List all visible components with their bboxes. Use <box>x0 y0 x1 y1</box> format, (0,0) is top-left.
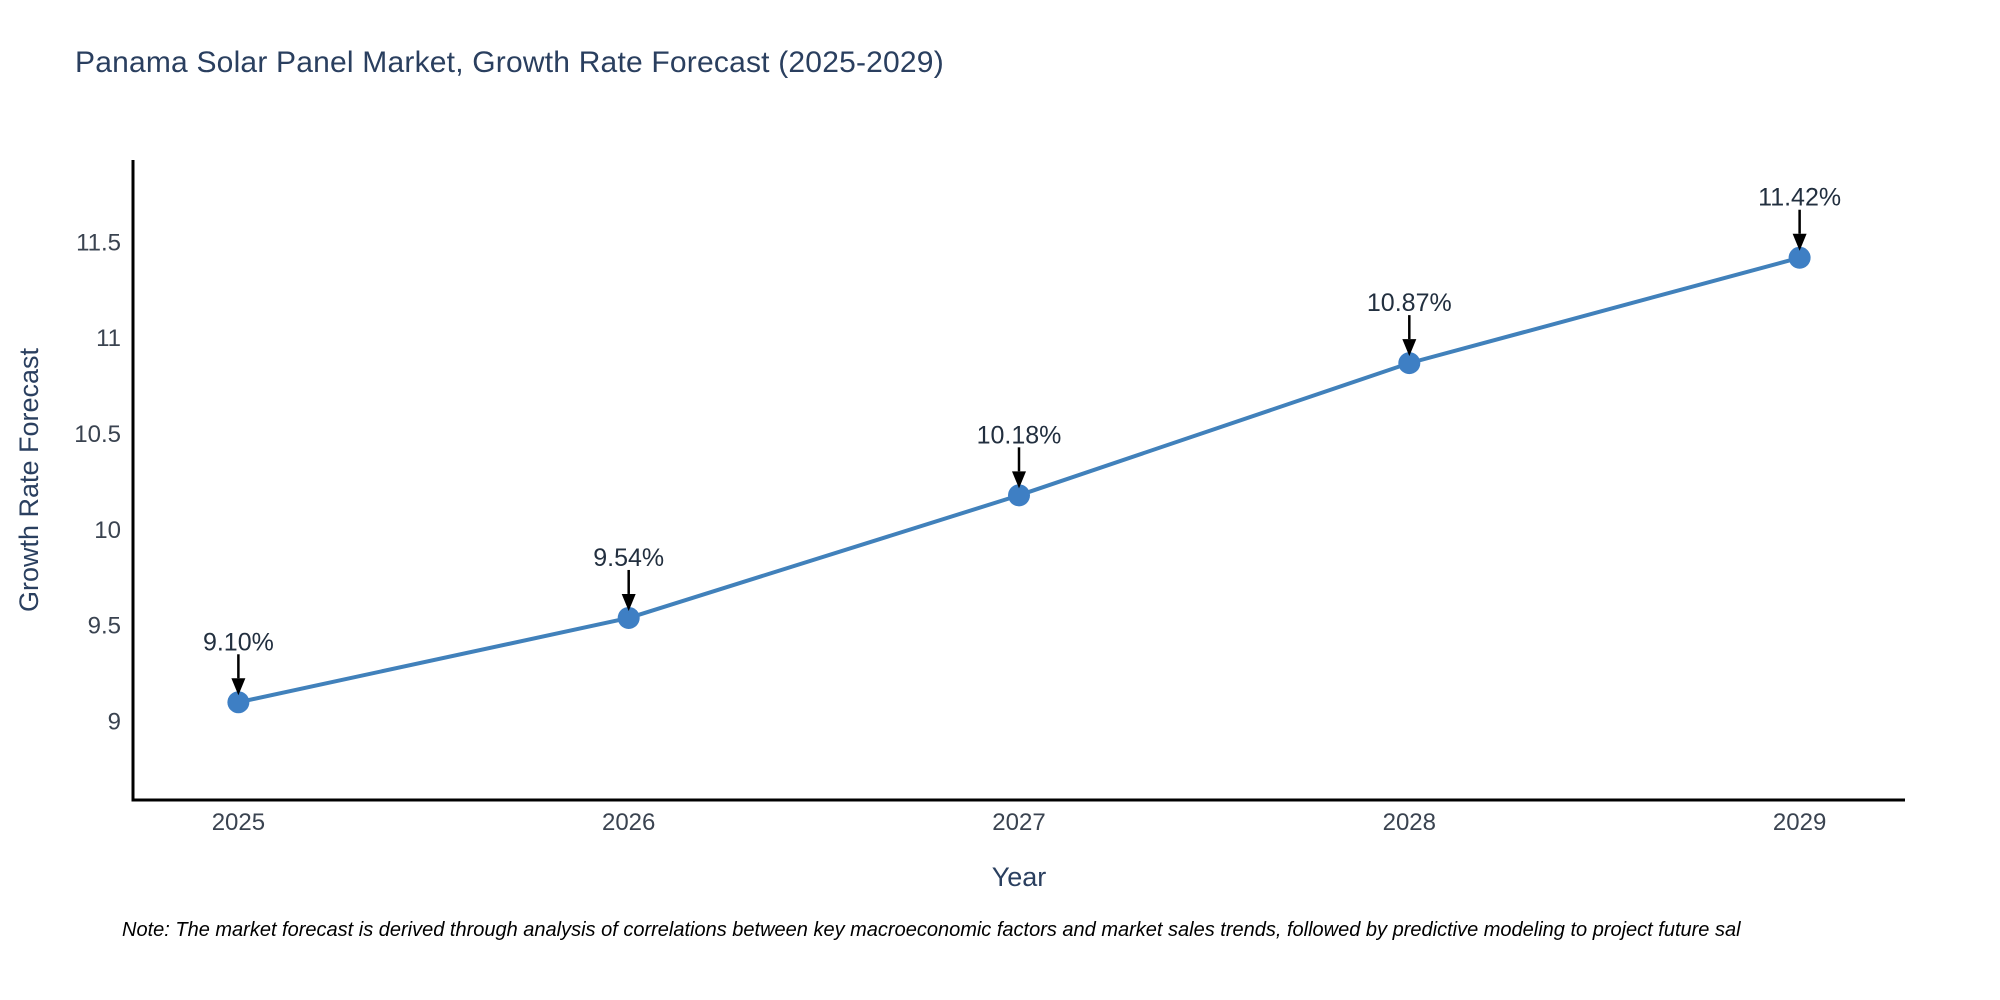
point-label: 10.18% <box>977 421 1062 449</box>
data-point[interactable] <box>1008 484 1030 507</box>
annotation-arrowhead <box>1012 471 1026 489</box>
x-tick-label: 2028 <box>1383 809 1436 836</box>
data-point[interactable] <box>1398 352 1421 375</box>
annotation-arrowhead <box>1402 339 1417 357</box>
x-tick-label: 2029 <box>1773 809 1826 836</box>
point-label: 9.10% <box>203 628 274 656</box>
series-growth-rate <box>227 246 1811 714</box>
data-point[interactable] <box>617 606 640 629</box>
y-tick-label: 9.5 <box>88 613 121 640</box>
y-tick-label: 11 <box>96 325 121 352</box>
footnote: Note: The market forecast is derived thr… <box>122 919 1741 941</box>
annotation-arrowhead <box>621 593 636 611</box>
annotation-arrowhead <box>231 678 246 696</box>
x-tick-label: 2025 <box>212 809 265 836</box>
data-point[interactable] <box>1788 246 1811 269</box>
point-annotations: 9.10% 9.54% 10.18% 10.87% 11.42% <box>203 184 1841 696</box>
y-axis-title: Growth Rate Forecast <box>14 347 44 612</box>
point-label: 11.42% <box>1758 184 1841 212</box>
x-tick-label: 2026 <box>602 809 655 836</box>
chart-title: Panama Solar Panel Market, Growth Rate F… <box>75 46 944 79</box>
x-axis-title: Year <box>992 862 1047 892</box>
point-label: 9.54% <box>593 544 664 572</box>
x-tick-label: 2027 <box>992 809 1045 836</box>
axis-ticks: 9 9.5 10 10.5 11 11.5 2025 2026 2027 2028 2029 <box>74 229 1826 836</box>
annotation-arrowhead <box>1792 233 1807 251</box>
y-tick-label: 10 <box>94 517 121 544</box>
data-point[interactable] <box>227 691 250 714</box>
point-label: 10.87% <box>1367 289 1452 317</box>
y-tick-label: 10.5 <box>74 421 121 448</box>
y-tick-label: 11.5 <box>76 229 121 256</box>
y-tick-label: 9 <box>108 708 121 735</box>
